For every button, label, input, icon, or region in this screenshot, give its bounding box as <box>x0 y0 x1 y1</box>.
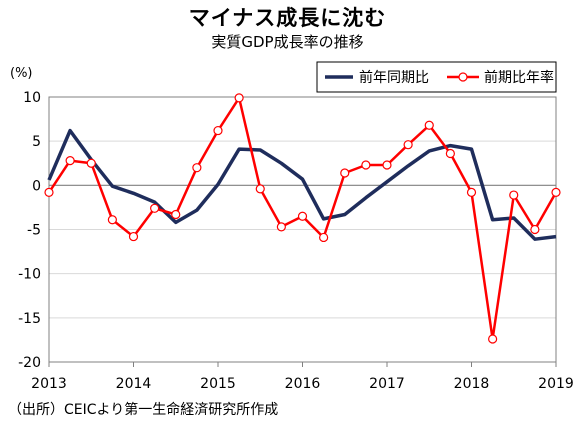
y-axis-unit-label: (%) <box>10 66 33 81</box>
axes: 10 5 0 -5 -10 -15 -20 2013 2014 2015 2016 2017 2018 2… <box>18 90 574 392</box>
data-point-qoq <box>488 334 498 344</box>
legend-label-qoq: 前期比年率 <box>484 69 554 86</box>
data-point-qoq <box>340 168 350 178</box>
data-point-qoq <box>361 160 371 170</box>
series-line-yoy <box>47 128 557 241</box>
legend-label-yoy: 前年同期比 <box>359 69 429 86</box>
data-point-qoq <box>234 93 244 103</box>
y-tick-label: 0 <box>32 178 41 194</box>
series-lines <box>44 93 561 344</box>
y-tick-label: -15 <box>18 311 41 327</box>
data-point-qoq <box>86 158 96 168</box>
data-point-qoq <box>551 187 561 197</box>
data-point-qoq <box>466 187 477 197</box>
x-tick-label: 2014 <box>116 376 152 392</box>
data-point-qoq <box>150 203 160 213</box>
data-point-qoq <box>65 156 75 166</box>
legend-box <box>316 61 557 93</box>
chart-subtitle: 実質GDP成長率の推移 <box>211 33 364 51</box>
x-tick-label: 2019 <box>538 376 574 392</box>
data-point-qoq <box>192 163 202 173</box>
data-point-qoq <box>445 148 455 159</box>
y-tick-label: 5 <box>32 134 41 150</box>
x-tick-label: 2013 <box>31 376 67 392</box>
x-tick-label: 2016 <box>285 376 321 392</box>
data-point-qoq <box>509 190 519 200</box>
y-tick-label: 10 <box>23 90 41 106</box>
x-tick-label: 2018 <box>454 376 490 392</box>
data-point-qoq <box>213 125 223 136</box>
data-point-qoq <box>319 232 329 243</box>
data-point-qoq <box>382 160 392 170</box>
data-point-qoq <box>44 187 54 197</box>
y-tick-label: -20 <box>18 355 41 371</box>
y-tick-label: -10 <box>18 267 41 283</box>
data-point-qoq <box>107 215 117 225</box>
data-point-qoq <box>403 140 413 150</box>
data-point-qoq <box>128 231 139 242</box>
data-point-qoq <box>424 120 434 130</box>
data-point-qoq <box>255 184 265 194</box>
data-point-qoq <box>276 222 286 232</box>
chart-title: マイナス成長に沈む <box>188 6 387 30</box>
data-point-qoq <box>530 224 540 235</box>
legend: 前年同期比 前期比年率 <box>316 61 557 93</box>
data-point-qoq <box>297 211 308 221</box>
legend-marker-qoq <box>458 72 468 82</box>
data-point-qoq <box>171 209 181 220</box>
x-tick-label: 2017 <box>369 376 405 392</box>
source-note: （出所）CEICより第一生命経済研究所作成 <box>8 402 279 418</box>
y-tick-label: -5 <box>27 223 41 239</box>
x-tick-label: 2015 <box>200 376 236 392</box>
